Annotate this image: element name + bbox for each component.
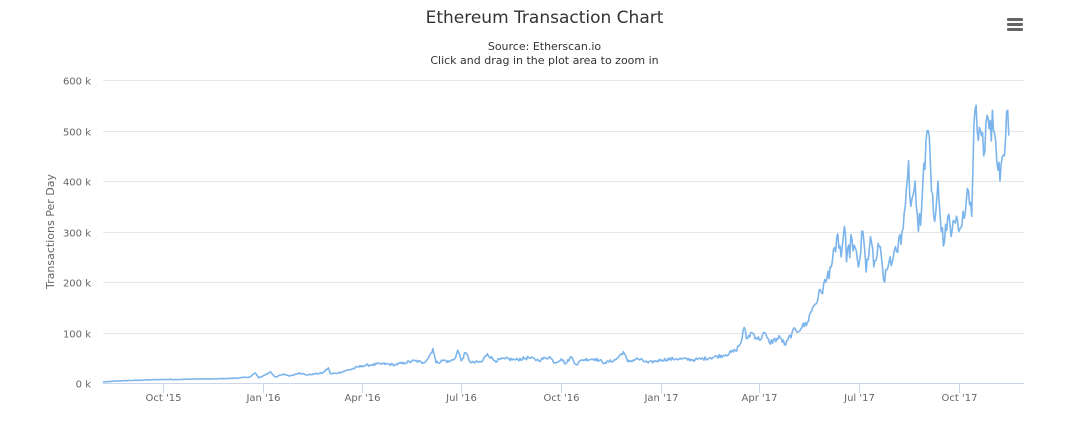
x-tick-label: Jul '17 [843, 393, 875, 404]
x-tick-label: Apr '16 [345, 393, 381, 404]
y-tick-label: 200 k [63, 279, 91, 290]
x-tick-label: Jan '16 [245, 393, 280, 404]
chart-subtitle: Source: Etherscan.io Click and drag in t… [0, 40, 1089, 68]
y-axis: 0 k 100 k 200 k 300 k 400 k 500 k 600 k [63, 77, 91, 391]
subtitle-zoom-hint: Click and drag in the plot area to zoom … [430, 54, 659, 67]
y-axis-title: Transactions Per Day [44, 174, 57, 290]
subtitle-source: Source: Etherscan.io [487, 40, 602, 53]
x-tick-label: Apr '17 [742, 393, 778, 404]
x-tick-label: Jan '17 [643, 393, 678, 404]
x-tick-label: Oct '17 [942, 393, 978, 404]
y-tick-label: 100 k [63, 330, 91, 341]
y-tick-label: 400 k [63, 178, 91, 189]
hamburger-menu-icon[interactable] [1004, 14, 1026, 34]
y-tick-label: 0 k [76, 380, 92, 391]
x-tick-label: Jul '16 [445, 393, 477, 404]
y-tick-label: 600 k [63, 77, 91, 88]
chart-title: Ethereum Transaction Chart [425, 8, 664, 28]
series-line-transactions[interactable] [102, 104, 1010, 383]
y-tick-label: 500 k [63, 128, 91, 139]
y-tick-label: 300 k [63, 229, 91, 240]
grid-lines [103, 80, 1024, 384]
x-tick-label: Oct '15 [146, 393, 182, 404]
x-tick-label: Oct '16 [544, 393, 580, 404]
x-axis: Oct '15 Jan '16 Apr '16 Jul '16 Oct '16 Jan '… [103, 383, 1024, 404]
